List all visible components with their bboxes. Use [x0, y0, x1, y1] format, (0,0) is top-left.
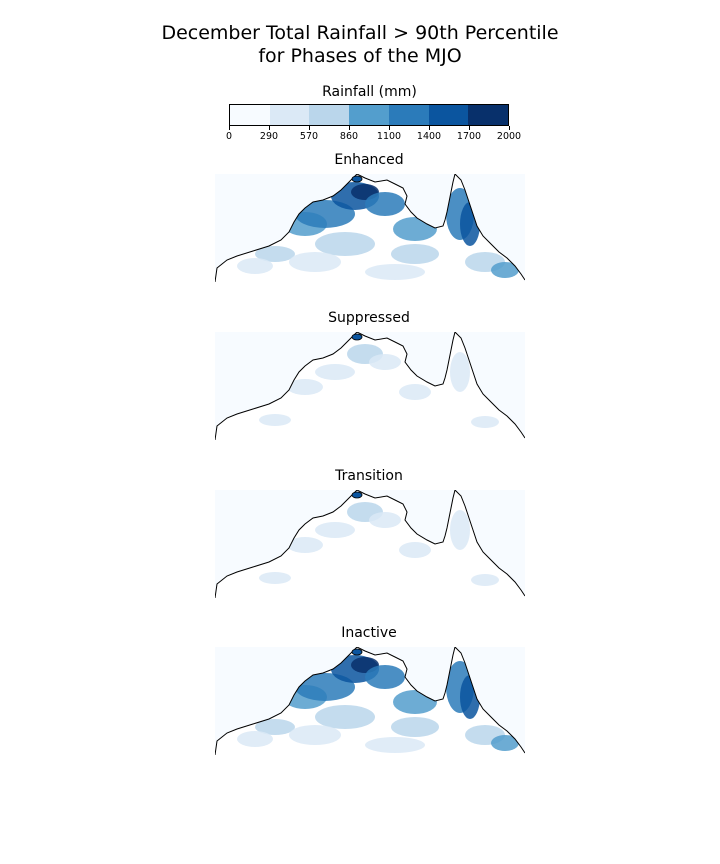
- island: [351, 491, 363, 499]
- colorbar-tick-label: 1700: [456, 131, 482, 142]
- rainfall-region: [365, 665, 405, 689]
- island: [351, 333, 363, 341]
- colorbar-tick-label: 860: [339, 131, 359, 142]
- island: [351, 648, 363, 656]
- rainfall-region: [365, 264, 425, 280]
- rainfall-region: [365, 737, 425, 753]
- coastline: [215, 174, 525, 282]
- rainfall-region: [289, 725, 341, 745]
- rainfall-region: [237, 731, 273, 747]
- land-area: [215, 490, 525, 598]
- rainfall-region: [315, 232, 375, 256]
- rainfall-region: [295, 673, 355, 701]
- rainfall-region: [259, 414, 291, 426]
- rainfall-region: [315, 705, 375, 729]
- colorbar-segment: [388, 105, 429, 125]
- rainfall-region: [391, 717, 439, 737]
- rainfall-region: [259, 572, 291, 584]
- rainfall-region: [471, 574, 499, 586]
- rainfall-region: [450, 510, 470, 550]
- colorbar-segment: [349, 105, 389, 125]
- colorbar: [229, 104, 509, 126]
- colorbar-segment: [428, 105, 469, 125]
- rainfall-region: [255, 719, 295, 735]
- rainfall-region: [399, 384, 431, 400]
- colorbar-tick-label: 1100: [376, 131, 402, 142]
- rainfall-region: [295, 200, 355, 228]
- rainfall-region: [315, 522, 355, 538]
- colorbar-label: Rainfall (mm): [322, 84, 417, 100]
- rainfall-region: [287, 537, 323, 553]
- panel-title-inactive: Inactive: [341, 625, 397, 641]
- panel-title-suppressed: Suppressed: [328, 310, 410, 326]
- colorbar-tick-label: 2000: [496, 131, 522, 142]
- colorbar-tick-label: 1400: [416, 131, 442, 142]
- coastline: [215, 332, 525, 440]
- rainfall-region: [315, 364, 355, 380]
- rainfall-region: [365, 192, 405, 216]
- figure-title-line2: for Phases of the MJO: [258, 45, 462, 67]
- rainfall-region: [369, 512, 401, 528]
- island: [351, 175, 363, 183]
- colorbar-ticks: 0 290 570 860 1100 1400 1700 2000: [225, 126, 521, 144]
- sea-area: [215, 174, 525, 282]
- colorbar-tick-label: 290: [259, 131, 279, 142]
- rainfall-region: [369, 354, 401, 370]
- coastline: [215, 647, 525, 755]
- colorbar-tick-label: 0: [225, 131, 233, 142]
- colorbar-segment: [309, 105, 350, 125]
- rainfall-region: [491, 262, 519, 278]
- sea-area: [215, 332, 525, 440]
- colorbar-tick-label: 570: [299, 131, 319, 142]
- colorbar-segment: [468, 105, 509, 125]
- panel-title-transition: Transition: [335, 468, 403, 484]
- map-enhanced: [215, 174, 525, 282]
- rainfall-region: [237, 258, 273, 274]
- panel-title-enhanced: Enhanced: [334, 152, 404, 168]
- rainfall-region: [287, 379, 323, 395]
- rainfall-region: [399, 542, 431, 558]
- rainfall-region: [471, 416, 499, 428]
- rainfall-region: [255, 246, 295, 262]
- figure-title: December Total Rainfall > 90th Percentil…: [0, 22, 720, 68]
- rainfall-region: [289, 252, 341, 272]
- sea-area: [215, 490, 525, 598]
- sea-area: [215, 647, 525, 755]
- coastline: [215, 490, 525, 598]
- colorbar-segment: [269, 105, 310, 125]
- rainfall-region: [491, 735, 519, 751]
- land-area: [215, 332, 525, 440]
- colorbar-segment: [230, 105, 270, 125]
- map-inactive: [215, 647, 525, 755]
- rainfall-region: [450, 352, 470, 392]
- figure-title-line1: December Total Rainfall > 90th Percentil…: [161, 22, 559, 44]
- map-suppressed: [215, 332, 525, 440]
- map-transition: [215, 490, 525, 598]
- rainfall-region: [391, 244, 439, 264]
